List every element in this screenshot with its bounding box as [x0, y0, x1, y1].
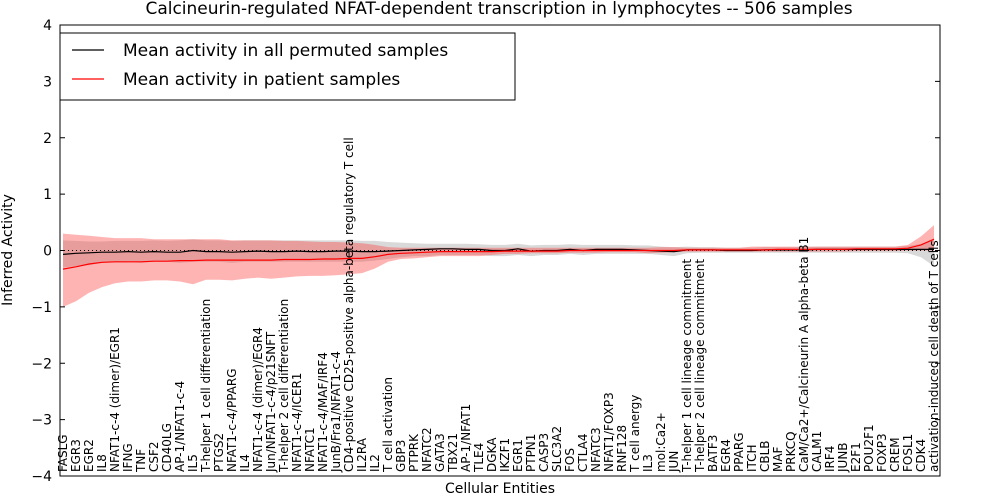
x-category-label: IL5: [186, 454, 200, 472]
legend-entry-permuted: Mean activity in all permuted samples: [123, 41, 448, 61]
x-category-label: EGR1: [511, 439, 525, 472]
y-tick-label: −1: [31, 300, 52, 316]
x-axis-label: Cellular Entities: [445, 481, 555, 497]
x-category-label: CALM1: [810, 431, 824, 472]
x-category-label: IL2: [368, 454, 382, 472]
x-category-label: IFNG: [121, 443, 135, 472]
x-category-label: EGR3: [69, 439, 83, 472]
x-category-label: RNF128: [615, 425, 629, 472]
y-tick-label: 2: [43, 131, 52, 147]
x-category-label: NFAT1-c-4 (dimer)/EGR4: [251, 327, 265, 472]
x-category-label: FOSL1: [901, 434, 915, 472]
x-category-label: ITCH: [745, 444, 759, 472]
x-category-label: E2F1: [849, 442, 863, 472]
x-category-label: T-helper 1 cell differentiation: [199, 299, 213, 473]
y-tick-label: 0: [43, 244, 52, 260]
band-1: [63, 225, 934, 307]
x-category-label: PRKCQ: [784, 431, 798, 472]
x-category-label: FOXP3: [875, 433, 889, 472]
y-tick-label: −4: [31, 469, 52, 485]
x-category-label: JunB/Fra1/NFAT1-c-4: [329, 351, 343, 473]
x-category-label: FASLG: [56, 434, 70, 472]
series-lines: [60, 238, 940, 270]
x-category-label: EGR2: [82, 439, 96, 472]
x-category-label: Jun/NFAT1-c-4/p21SNFT: [264, 331, 278, 473]
x-category-label: CTLA4: [576, 433, 590, 472]
x-category-label: PTPRK: [407, 433, 421, 472]
x-category-label: MAF: [771, 446, 785, 472]
x-category-label: FOS: [563, 448, 577, 472]
x-category-label: NFATC3: [589, 427, 603, 472]
y-tick-label: −2: [31, 356, 52, 372]
y-tick-label: 1: [43, 187, 52, 203]
x-category-label: AP-1/NFAT1-c-4: [173, 381, 187, 472]
series-line-1: [62, 238, 935, 270]
x-category-label: activation-induced cell death of T cells: [927, 240, 941, 472]
x-category-label: TBX21: [446, 433, 460, 473]
x-category-label: NFAT1/FOXP3: [602, 392, 616, 472]
x-category-label: CBLB: [758, 440, 772, 472]
band-0: [63, 239, 934, 268]
x-category-label: BATF3: [706, 435, 720, 472]
y-axis: −4 −3 −2 −1 0 1 2 3 4: [31, 18, 940, 485]
x-category-label: GATA3: [433, 433, 447, 472]
x-category-label: CaM/Ca2+/Calcineurin A alpha-beta B1: [797, 237, 811, 472]
x-category-label: POU2F1: [862, 424, 876, 472]
x-category-label: NFAT1-c-4 (dimer)/EGR1: [108, 327, 122, 472]
x-category-label: AP-1/NFAT1: [459, 404, 473, 472]
x-category-label: NFATC1: [303, 427, 317, 472]
x-category-label: TNF: [134, 449, 148, 473]
x-category-label: NFATC2: [420, 427, 434, 472]
confidence-bands: [63, 225, 934, 307]
x-category-label: CREM: [888, 437, 902, 472]
x-category-label: NFAT1-c-4/MAF/IRF4: [316, 352, 330, 472]
x-category-label: GBP3: [394, 440, 408, 472]
x-category-label: IL3: [641, 454, 655, 472]
x-category-label: TLE4: [472, 443, 486, 473]
y-tick-label: −3: [31, 413, 52, 429]
x-category-label: JUN: [667, 451, 681, 473]
x-category-label: PPARG: [732, 432, 746, 472]
x-category-label: DGKA: [485, 437, 499, 472]
x-category-label: T-helper 1 cell lineage commitment: [680, 259, 694, 473]
x-category-label: CSF2: [147, 441, 161, 472]
legend: Mean activity in all permuted samples Me…: [59, 32, 516, 101]
x-category-label: JUNB: [836, 442, 850, 473]
legend-entry-patient: Mean activity in patient samples: [123, 70, 400, 90]
x-category-label: T-helper 2 cell differentiation: [277, 299, 291, 473]
legend-box: [59, 32, 516, 101]
x-category-label: IL4: [238, 454, 252, 472]
y-tick-label: 3: [43, 74, 52, 90]
x-category-label: T cell anergy: [628, 395, 642, 473]
x-category-label: IL2RA: [355, 437, 369, 472]
y-axis-label: Inferred Activity: [0, 194, 16, 306]
chart-title: Calcineurin-regulated NFAT-dependent tra…: [145, 0, 852, 19]
x-category-label: IRF4: [823, 446, 837, 472]
plot-frame: [59, 24, 941, 477]
x-category-label: NFAT1-c-4/PPARG: [225, 368, 239, 472]
x-category-label: mol:Ca2+: [654, 412, 668, 472]
x-category-label: T cell activation: [381, 377, 395, 473]
x-category-label: SLC3A2: [550, 426, 564, 472]
x-category-label: CASP3: [537, 433, 551, 472]
x-category-label: PTGS2: [212, 433, 226, 472]
x-category-label: IKZF1: [498, 438, 512, 472]
x-category-label: EGR4: [719, 439, 733, 472]
x-category-label: IL8: [95, 454, 109, 472]
x-category-label: NFAT1-c-4/ICER1: [290, 373, 304, 472]
x-category-label: T-helper 2 cell lineage commitment: [693, 259, 707, 473]
x-axis-category-labels: FASLG EGR3 EGR2 IL8 NFAT1-c-4 (dimer)/EGR1 IF…: [56, 137, 941, 473]
x-category-label: CD40LG: [160, 423, 174, 472]
x-category-label: CD4-positive CD25-positive alpha-beta re…: [342, 137, 356, 472]
x-category-label: PTPN1: [524, 434, 538, 472]
x-category-label: CDK4: [914, 439, 928, 472]
y-tick-label: 4: [43, 18, 52, 34]
